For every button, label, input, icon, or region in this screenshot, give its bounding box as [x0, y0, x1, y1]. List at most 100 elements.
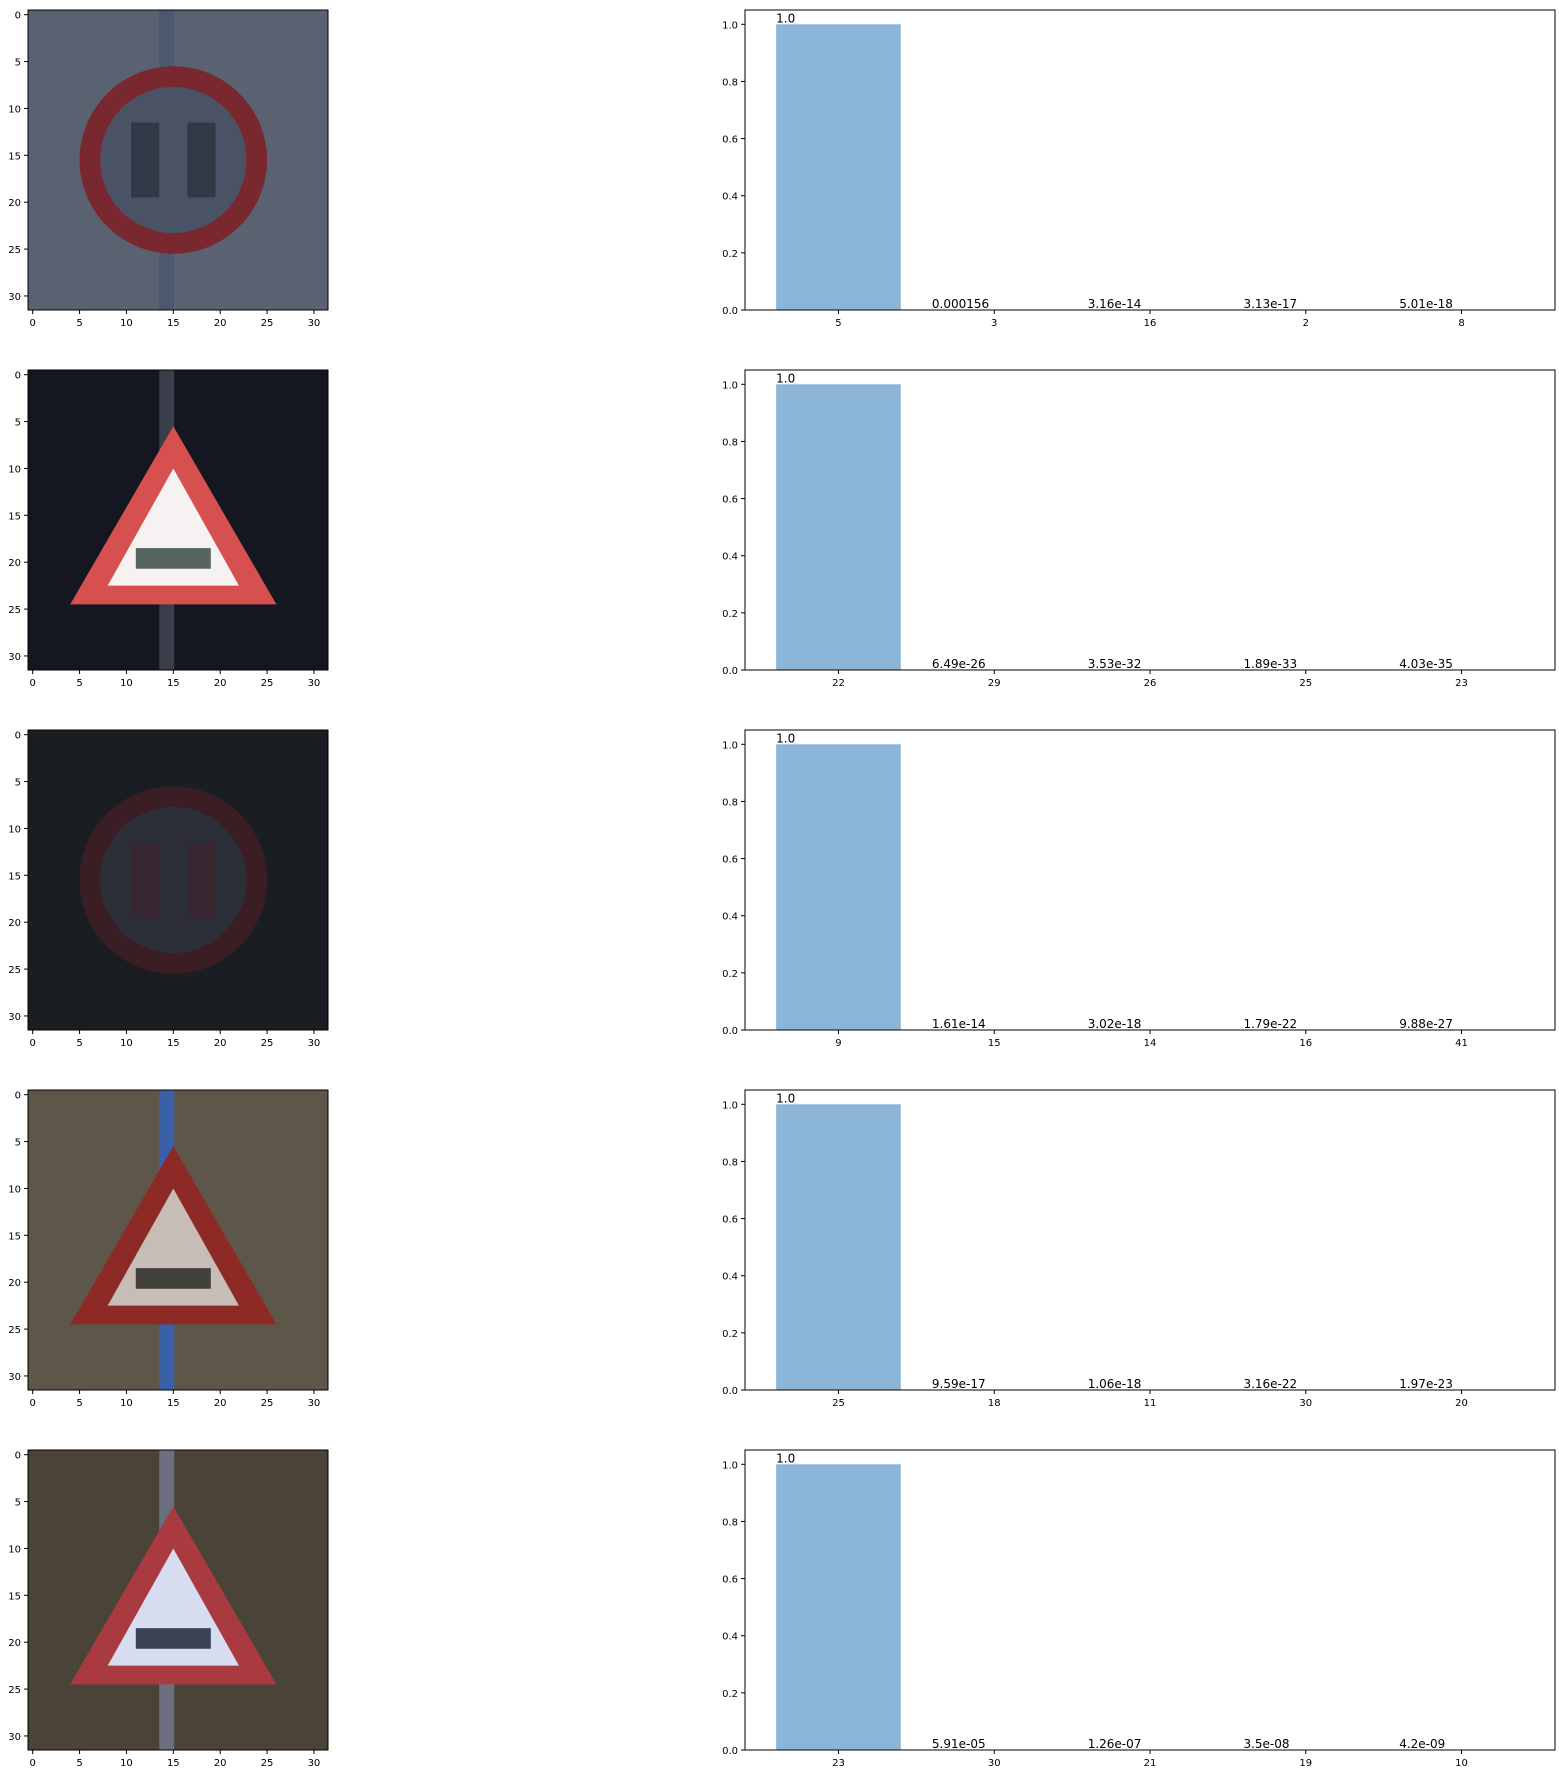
- y-tick-label: 0: [15, 11, 21, 22]
- bar-value-label: 1.97e-23: [1399, 1377, 1453, 1391]
- bar-value-label: 6.49e-26: [932, 657, 986, 671]
- bar-value-label: 1.06e-18: [1088, 1377, 1142, 1391]
- sign-image: [28, 730, 328, 1030]
- bar-chart: 1.0 1.61e-14 3.02e-18 1.79e-22 9.88e-27 9 15 14…: [722, 729, 1556, 1049]
- x-tick-label: 10: [120, 1038, 133, 1049]
- x-tick-label: 18: [988, 1398, 1001, 1409]
- sign-symbol: [131, 122, 160, 198]
- y-tick-label: 0.2: [722, 1689, 738, 1700]
- bar-value-label: 3.53e-32: [1088, 657, 1142, 671]
- bar-value-label: 1.89e-33: [1243, 657, 1297, 671]
- y-tick-label: 1.0: [722, 380, 738, 391]
- bar-chart: 1.0 5.91e-05 1.26e-07 3.5e-08 4.2e-09 23 30 21 1…: [722, 1449, 1556, 1769]
- y-tick-label: 10: [8, 824, 21, 835]
- image-frame: [27, 729, 329, 1031]
- y-tick-label: 0.6: [722, 1575, 738, 1586]
- x-tick-label: 15: [167, 318, 180, 329]
- y-tick-label: 0: [15, 731, 21, 742]
- x-tick-label: 30: [308, 1758, 321, 1769]
- bar: [776, 384, 901, 670]
- x-tick-label: 25: [261, 678, 274, 689]
- y-tick-label: 0.8: [722, 1517, 738, 1528]
- x-tick-label: 25: [832, 1398, 845, 1409]
- x-tick-label: 2: [1303, 318, 1309, 329]
- y-tick-label: 20: [8, 1278, 21, 1289]
- y-tick-label: 25: [8, 1325, 21, 1336]
- y-tick-label: 0.4: [722, 1272, 738, 1283]
- y-tick-label: 0.0: [722, 1026, 738, 1037]
- y-tick-label: 0.6: [722, 855, 738, 866]
- y-tick-label: 0.0: [722, 1746, 738, 1757]
- x-tick-label: 20: [214, 1758, 227, 1769]
- x-tick-label: 5: [835, 318, 841, 329]
- y-tick-label: 5: [15, 418, 21, 429]
- image-panel: 0 5 10 15 20 25 30 0 5 10 15 20 25 30: [8, 1089, 329, 1409]
- sign-image: [28, 10, 328, 310]
- y-tick-label: 0: [15, 1451, 21, 1462]
- bar: [776, 24, 901, 311]
- y-tick-label: 0.8: [722, 1157, 738, 1168]
- x-tick-label: 0: [30, 1398, 36, 1409]
- y-tick-label: 0.0: [722, 1386, 738, 1397]
- bar-value-label: 1.61e-14: [932, 1017, 986, 1031]
- image-frame: [27, 1089, 329, 1391]
- bar-value-label: 3.16e-14: [1088, 297, 1142, 311]
- x-tick-label: 10: [120, 1758, 133, 1769]
- x-tick-label: 20: [214, 1038, 227, 1049]
- y-tick-label: 25: [8, 1685, 21, 1696]
- x-tick-label: 25: [261, 1038, 274, 1049]
- bar-value-label: 3.13e-17: [1243, 297, 1297, 311]
- bar-value-label: 1.0: [776, 11, 795, 25]
- y-tick-label: 30: [8, 652, 21, 663]
- y-tick-label: 0.6: [722, 495, 738, 506]
- x-tick-label: 30: [1299, 1398, 1312, 1409]
- x-tick-label: 20: [214, 1398, 227, 1409]
- y-tick-label: 1.0: [722, 20, 738, 31]
- y-tick-label: 25: [8, 965, 21, 976]
- sign-symbol: [187, 842, 216, 918]
- x-tick-label: 9: [835, 1038, 841, 1049]
- y-tick-label: 1.0: [722, 1100, 738, 1111]
- x-tick-label: 23: [832, 1758, 845, 1769]
- y-tick-label: 5: [15, 58, 21, 69]
- sign-symbol: [135, 548, 211, 569]
- bar-value-label: 1.0: [776, 371, 795, 385]
- y-tick-label: 0: [15, 371, 21, 382]
- y-tick-label: 20: [8, 1638, 21, 1649]
- x-tick-label: 5: [76, 1398, 82, 1409]
- x-tick-label: 15: [988, 1038, 1001, 1049]
- x-tick-label: 15: [167, 1758, 180, 1769]
- x-tick-label: 16: [1144, 318, 1157, 329]
- y-tick-label: 0.8: [722, 437, 738, 448]
- y-tick-label: 15: [8, 1591, 21, 1602]
- bar-value-label: 1.26e-07: [1088, 1737, 1142, 1751]
- sign-symbol: [135, 1628, 211, 1649]
- x-tick-label: 25: [261, 1758, 274, 1769]
- y-tick-label: 0.4: [722, 1632, 738, 1643]
- bar-value-label: 1.0: [776, 1091, 795, 1105]
- x-tick-label: 30: [308, 1038, 321, 1049]
- y-tick-label: 15: [8, 151, 21, 162]
- y-tick-label: 0.0: [722, 666, 738, 677]
- y-tick-label: 0.6: [722, 1215, 738, 1226]
- sign-image: [28, 1090, 328, 1390]
- image-panel: 0 5 10 15 20 25 30 0 5 10 15 20 25 30: [8, 1449, 329, 1769]
- y-tick-label: 10: [8, 1184, 21, 1195]
- y-tick-label: 30: [8, 292, 21, 303]
- sign-symbol: [131, 842, 160, 918]
- image-frame: [27, 9, 329, 311]
- y-tick-label: 25: [8, 245, 21, 256]
- x-tick-label: 25: [261, 318, 274, 329]
- bar: [776, 1104, 901, 1390]
- x-tick-label: 20: [214, 318, 227, 329]
- image-panel: 0 5 10 15 20 25 30 0 5 10 15 20 25 30: [8, 9, 329, 329]
- sign-image: [28, 1450, 328, 1750]
- bar: [776, 1464, 901, 1750]
- y-tick-label: 15: [8, 871, 21, 882]
- y-tick-label: 15: [8, 511, 21, 522]
- x-tick-label: 22: [832, 678, 845, 689]
- x-tick-label: 14: [1144, 1038, 1157, 1049]
- bar-value-label: 3.5e-08: [1243, 1737, 1289, 1751]
- y-tick-label: 0.8: [722, 77, 738, 88]
- y-tick-label: 0.4: [722, 552, 738, 563]
